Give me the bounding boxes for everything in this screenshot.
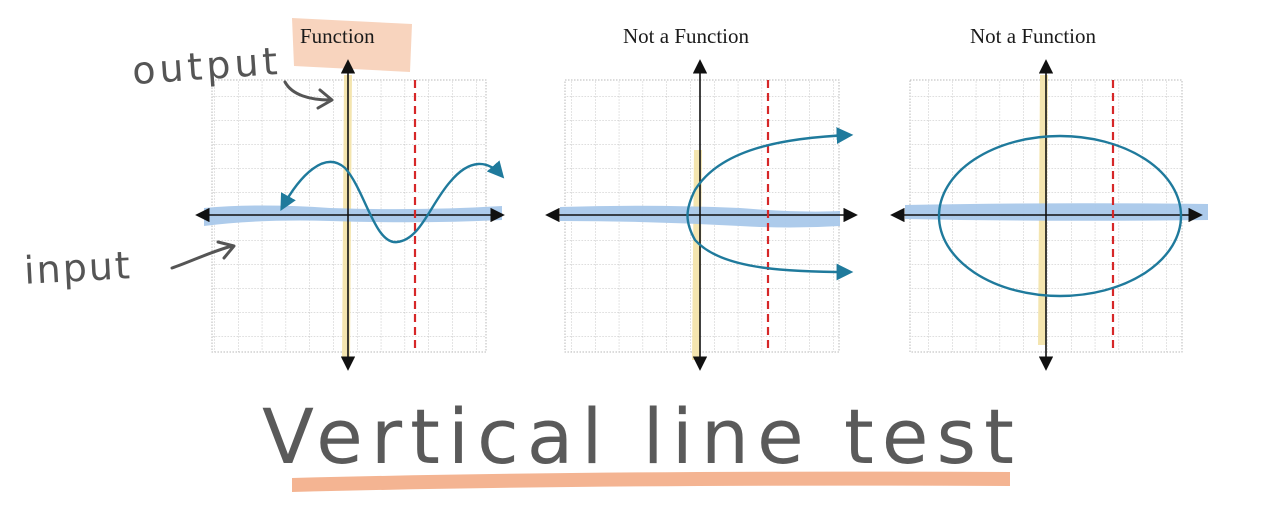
panel-title-not-function-1: Not a Function: [623, 24, 749, 48]
caption-underline: [292, 471, 1010, 492]
panel-function: [195, 59, 505, 371]
sine-curve: [280, 160, 505, 244]
input-highlight: [905, 203, 1208, 221]
panel-title-not-function-2: Not a Function: [970, 24, 1096, 48]
output-arrow: [283, 80, 334, 110]
panel-not-function-ellipse: [890, 59, 1208, 371]
title-highlight: [292, 18, 412, 72]
panel-title-function: Function: [300, 24, 375, 48]
input-label: input: [22, 243, 133, 293]
panel-not-function-parabola: [545, 59, 858, 371]
ellipse-curve: [937, 134, 1183, 298]
caption: Vertical line test: [262, 392, 1022, 481]
input-arrow: [170, 240, 236, 270]
parabola-curve: [686, 127, 854, 281]
